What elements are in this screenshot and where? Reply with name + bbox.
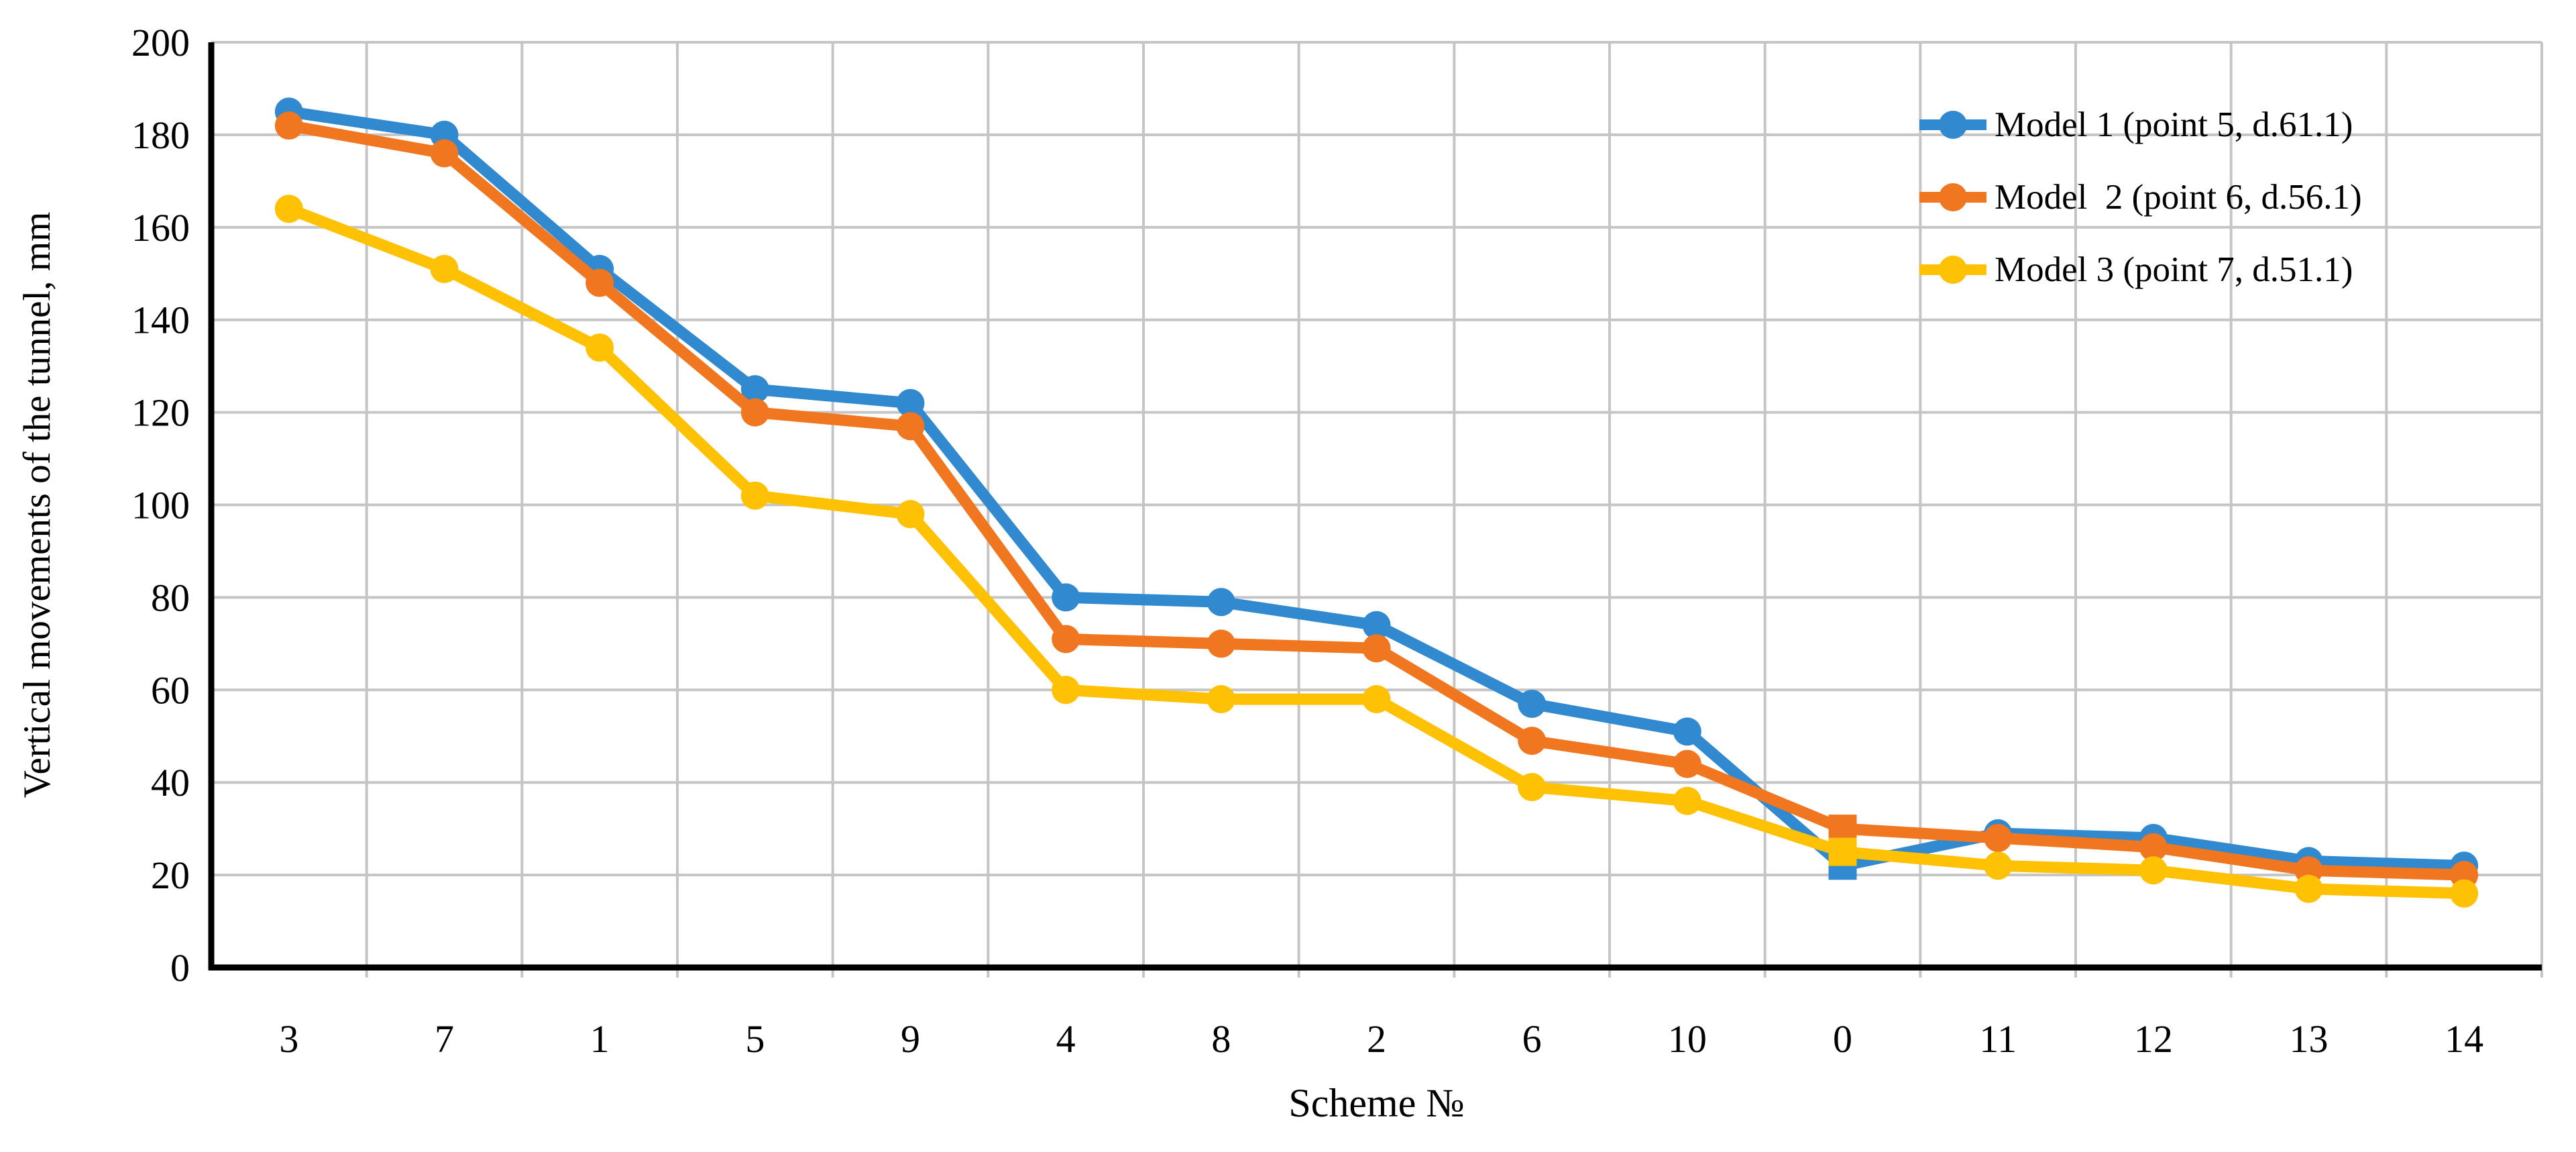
data-point-marker xyxy=(1518,689,1547,718)
y-tick-label: 60 xyxy=(151,668,190,712)
y-tick-label: 160 xyxy=(131,206,190,250)
data-point-marker xyxy=(1052,676,1080,704)
x-tick-label: 10 xyxy=(1668,1017,1707,1061)
data-point-marker xyxy=(1984,823,2013,852)
x-tick-label: 6 xyxy=(1522,1017,1542,1061)
x-tick-label: 3 xyxy=(279,1017,298,1061)
legend-label: Model 2 (point 6, d.56.1) xyxy=(1995,178,2362,217)
data-point-marker xyxy=(896,412,925,441)
data-point-marker-square xyxy=(1828,837,1857,866)
legend: Model 1 (point 5, d.61.1) Model 2 (point… xyxy=(1919,106,2362,289)
x-tick-label: 8 xyxy=(1211,1017,1231,1061)
data-point-marker xyxy=(585,268,614,297)
legend-line-circle-marker-icon xyxy=(1919,183,1986,211)
x-tick-label: 1 xyxy=(590,1017,610,1061)
data-point-marker xyxy=(430,254,459,283)
data-point-marker xyxy=(274,111,303,140)
legend-label: Model 1 (point 5, d.61.1) xyxy=(1995,105,2353,144)
data-point-marker xyxy=(2294,874,2323,903)
data-point-marker xyxy=(1518,773,1547,802)
x-tick-label: 14 xyxy=(2445,1017,2483,1061)
x-tick-label: 0 xyxy=(1833,1017,1852,1061)
data-point-marker xyxy=(740,375,769,404)
legend-line-circle-marker-icon xyxy=(1919,111,1986,139)
data-point-marker xyxy=(740,398,769,427)
data-point-marker xyxy=(2139,856,2168,885)
data-point-marker xyxy=(430,139,459,168)
data-point-marker xyxy=(1362,611,1391,639)
legend-item-model-3: Model 3 (point 7, d.51.1) xyxy=(1919,251,2362,289)
data-point-marker xyxy=(896,500,925,529)
x-tick-label: 12 xyxy=(2134,1017,2173,1061)
y-tick-label: 140 xyxy=(131,299,190,342)
data-point-marker xyxy=(274,195,303,223)
data-point-marker xyxy=(1362,685,1391,714)
legend-item-model-1: Model 1 (point 5, d.61.1) xyxy=(1919,106,2362,144)
data-point-marker xyxy=(1673,749,1701,778)
y-tick-label: 200 xyxy=(131,21,190,64)
data-point-marker xyxy=(1984,851,2013,880)
y-tick-label: 100 xyxy=(131,484,190,527)
y-tick-label: 40 xyxy=(151,761,190,804)
data-point-marker xyxy=(1207,685,1235,714)
data-point-marker xyxy=(1673,786,1701,815)
x-tick-label: 9 xyxy=(901,1017,920,1061)
y-tick-label: 180 xyxy=(131,113,190,157)
legend-line-circle-marker-icon xyxy=(1919,256,1986,284)
x-tick-label: 11 xyxy=(1979,1017,2017,1061)
data-point-marker xyxy=(1052,583,1080,612)
x-tick-label: 4 xyxy=(1056,1017,1076,1061)
data-point-marker xyxy=(1207,588,1235,617)
y-tick-label: 0 xyxy=(170,946,190,990)
y-axis-title: Vertical movements of the tunnel, mm xyxy=(16,211,58,798)
x-tick-label: 13 xyxy=(2290,1017,2329,1061)
legend-label: Model 3 (point 7, d.51.1) xyxy=(1995,250,2353,289)
data-point-marker xyxy=(1207,629,1235,658)
data-point-marker xyxy=(1052,625,1080,653)
x-tick-label: 5 xyxy=(745,1017,765,1061)
x-tick-label: 2 xyxy=(1367,1017,1386,1061)
data-point-marker xyxy=(585,333,614,362)
x-tick-label: 7 xyxy=(435,1017,454,1061)
y-tick-label: 80 xyxy=(151,576,190,619)
y-tick-label: 120 xyxy=(131,391,190,435)
data-point-marker xyxy=(1673,717,1701,746)
y-tick-label: 20 xyxy=(151,853,190,897)
data-point-marker xyxy=(740,481,769,510)
data-point-marker xyxy=(1362,634,1391,663)
data-point-marker xyxy=(2139,833,2168,861)
data-point-marker xyxy=(2450,879,2479,908)
series-line-3 xyxy=(283,203,2470,900)
data-point-marker xyxy=(896,388,925,417)
legend-item-model-2: Model 2 (point 6, d.56.1) xyxy=(1919,178,2362,216)
data-point-marker xyxy=(1518,727,1547,755)
x-axis-title: Scheme № xyxy=(1288,1081,1465,1125)
